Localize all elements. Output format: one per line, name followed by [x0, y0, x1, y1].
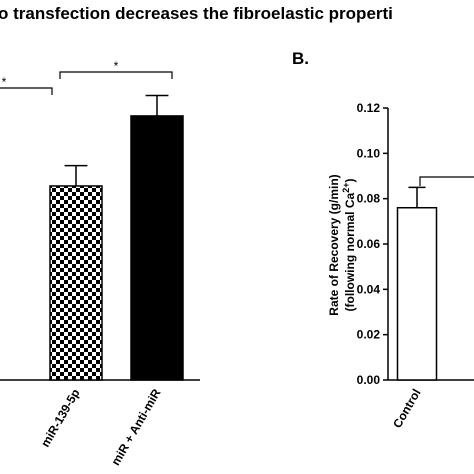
- chart-title: o transfection decreases the fibroelasti…: [0, 4, 393, 23]
- y-label-part: (following normal Ca: [343, 192, 357, 311]
- bracket: [419, 176, 474, 186]
- y-tick-label: 0.02: [357, 328, 381, 342]
- y-label-sup: 2+: [341, 183, 351, 193]
- y-tick-label: 0.10: [357, 146, 381, 160]
- y-tick-label: 0.06: [357, 237, 381, 251]
- bar: [49, 185, 103, 381]
- panel-label: B.: [292, 49, 309, 68]
- y-axis-label: Rate of Recovery (g/min) (following norm…: [327, 174, 357, 315]
- bar: [396, 206, 438, 381]
- y-label-part: ): [343, 179, 357, 183]
- y-tick-label: 0.00: [357, 373, 381, 387]
- x-tick-label: miR-139-5p: [38, 387, 82, 450]
- bracket: [0, 87, 53, 95]
- y-label-line: (following normal Ca2+): [341, 179, 357, 312]
- y-label-line: Rate of Recovery (g/min): [327, 174, 341, 315]
- bar: [130, 115, 184, 381]
- significance: *: [114, 59, 119, 73]
- y-tick-label: 0.12: [357, 101, 381, 115]
- y-tick-label: 0.04: [357, 282, 381, 296]
- y-tick-label: 0.08: [357, 192, 381, 206]
- significance: *: [2, 75, 7, 89]
- x-tick-label: Control: [390, 387, 423, 431]
- x-tick-label: miR + Anti-miR: [109, 386, 164, 468]
- bracket: [59, 71, 173, 79]
